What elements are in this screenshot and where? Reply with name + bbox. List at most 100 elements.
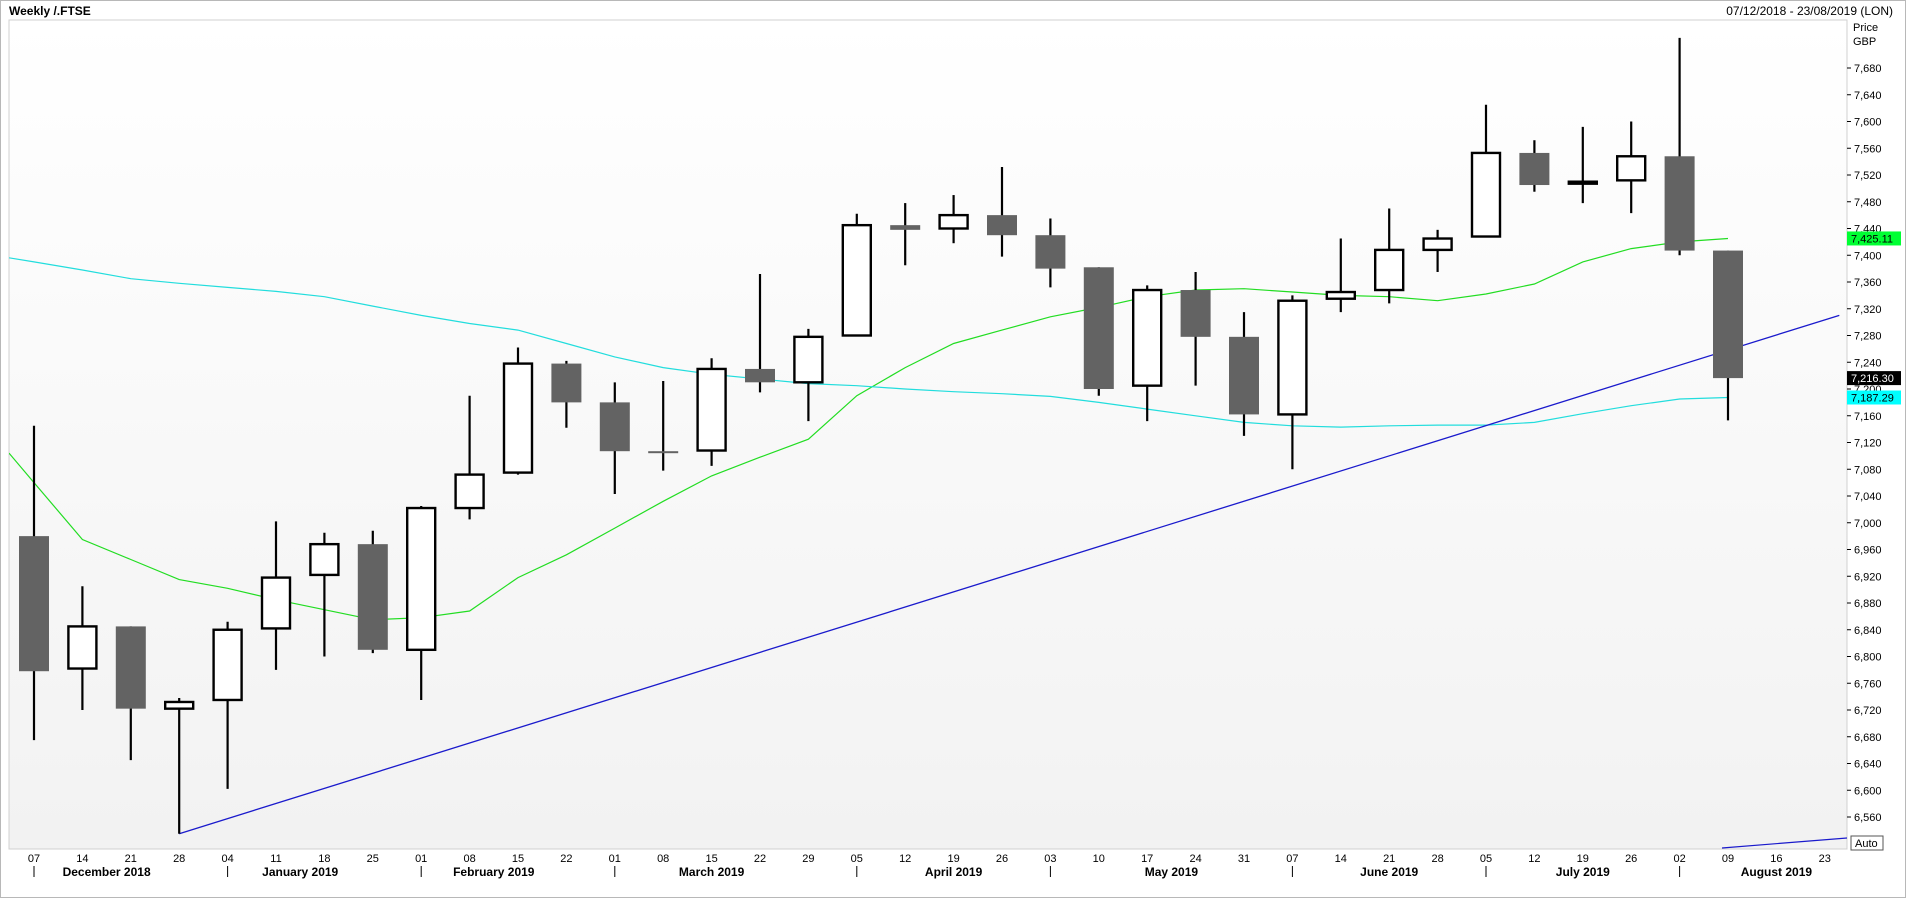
candle[interactable]	[502, 347, 534, 475]
candle[interactable]	[1035, 218, 1066, 288]
month-label: December 2018	[63, 865, 151, 879]
candle[interactable]	[1083, 267, 1114, 396]
candle[interactable]	[1325, 238, 1357, 313]
candle[interactable]	[1470, 104, 1502, 238]
x-tick-label: 26	[1625, 853, 1637, 865]
candle[interactable]	[696, 358, 727, 466]
candle[interactable]	[1373, 208, 1405, 304]
candle-body	[1083, 267, 1114, 389]
y-tick-label: 6,560	[1854, 812, 1882, 824]
candle-body	[502, 362, 534, 474]
candle-body	[454, 473, 485, 510]
x-tick-label: 19	[1577, 853, 1589, 865]
candle[interactable]	[987, 166, 1017, 257]
x-tick-label: 09	[1722, 853, 1734, 865]
candle[interactable]	[1277, 295, 1308, 470]
candle[interactable]	[890, 203, 921, 266]
y-tick-label: 6,640	[1854, 759, 1882, 771]
x-tick-label: 21	[1383, 853, 1395, 865]
candle[interactable]	[115, 626, 146, 761]
y-tick-label: 7,280	[1854, 331, 1882, 343]
month-label: April 2019	[925, 865, 983, 879]
month-label: February 2019	[453, 865, 535, 879]
y-tick-label: 7,080	[1854, 464, 1882, 476]
candle-body	[1713, 250, 1743, 379]
candle-body	[1229, 336, 1259, 415]
candle-body	[696, 367, 727, 452]
trendline	[179, 314, 1840, 835]
candle[interactable]	[1229, 312, 1259, 436]
candle[interactable]	[309, 532, 340, 657]
candle[interactable]	[599, 382, 630, 494]
candle-body	[551, 363, 582, 403]
x-tick-label: 07	[28, 853, 40, 865]
x-tick-label: 28	[1431, 853, 1443, 865]
x-tick-label: 03	[1044, 853, 1056, 865]
candle-body	[115, 626, 146, 709]
candle[interactable]	[1664, 37, 1695, 256]
x-tick-label: 19	[947, 853, 959, 865]
candle[interactable]	[841, 213, 872, 337]
price-axis-label: Price	[1853, 22, 1878, 34]
candle[interactable]	[1713, 250, 1743, 421]
x-tick-label: 12	[899, 853, 911, 865]
candle[interactable]	[648, 380, 679, 471]
x-tick-label: 28	[173, 853, 185, 865]
candle-body	[1519, 152, 1550, 186]
last-price-badge: 7,216.30	[1847, 371, 1901, 386]
candle[interactable]	[260, 521, 292, 670]
auto-button-label: Auto	[1855, 838, 1878, 850]
x-tick-label: 17	[1141, 853, 1153, 865]
candle-body	[1422, 237, 1453, 252]
candle[interactable]	[163, 697, 195, 834]
y-tick-label: 6,720	[1854, 705, 1882, 717]
x-tick-label: 05	[851, 853, 863, 865]
candle[interactable]	[1567, 126, 1599, 204]
y-tick-label: 7,480	[1854, 197, 1882, 209]
x-tick-label: 22	[754, 853, 766, 865]
candle-body	[1325, 290, 1357, 300]
candle[interactable]	[1519, 140, 1550, 192]
candle-body	[309, 542, 340, 577]
candle[interactable]	[1180, 271, 1211, 386]
month-label: August 2019	[1741, 865, 1813, 879]
candle[interactable]	[745, 273, 775, 393]
candle-body	[890, 225, 921, 230]
x-tick-label: 10	[1093, 853, 1105, 865]
x-tick-label: 29	[802, 853, 814, 865]
candle[interactable]	[357, 530, 388, 654]
x-tick-label: 25	[367, 853, 379, 865]
candle[interactable]	[212, 621, 243, 789]
candle-body	[1373, 248, 1405, 292]
x-tick-label: 18	[318, 853, 330, 865]
x-tick-label: 11	[270, 853, 281, 865]
mini-trendline-indicator	[1721, 837, 1848, 849]
candle-body	[163, 700, 195, 710]
candle[interactable]	[938, 195, 969, 244]
candle[interactable]	[1131, 285, 1163, 422]
month-label: March 2019	[679, 865, 745, 879]
x-tick-label: 05	[1480, 853, 1492, 865]
candle[interactable]	[67, 586, 98, 710]
plot-area	[8, 19, 1848, 850]
y-tick-label: 7,680	[1854, 63, 1882, 75]
y-tick-label: 6,760	[1854, 678, 1882, 690]
x-tick-label: 15	[512, 853, 524, 865]
candle[interactable]	[793, 328, 824, 422]
candle[interactable]	[406, 506, 437, 700]
candle-body	[357, 544, 388, 650]
candle[interactable]	[1422, 229, 1453, 272]
candle[interactable]	[19, 425, 49, 741]
candle[interactable]	[1615, 121, 1647, 214]
x-tick-label: 08	[463, 853, 475, 865]
y-tick-label: 7,000	[1854, 518, 1882, 530]
y-tick-label: 7,160	[1854, 411, 1882, 423]
candle[interactable]	[454, 395, 485, 520]
candle-body	[212, 628, 243, 702]
month-label: January 2019	[262, 865, 338, 879]
auto-scale-button[interactable]: Auto	[1850, 835, 1884, 851]
candle[interactable]	[551, 360, 582, 428]
candle-body	[19, 536, 49, 672]
candle-body	[406, 506, 437, 652]
